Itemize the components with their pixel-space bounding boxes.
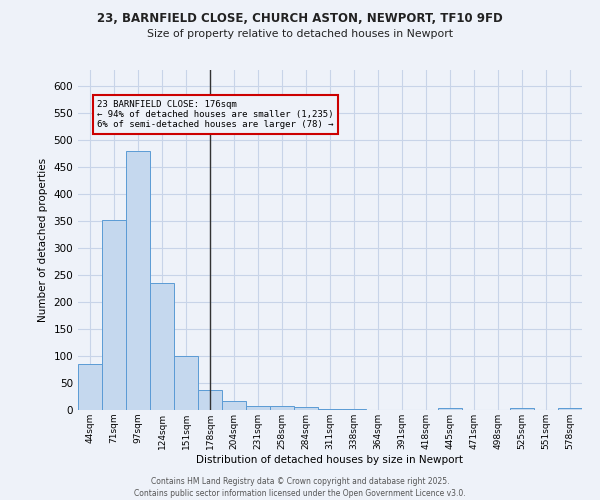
X-axis label: Distribution of detached houses by size in Newport: Distribution of detached houses by size … <box>197 454 464 464</box>
Bar <box>246 406 270 410</box>
Bar <box>150 282 174 410</box>
Bar <box>558 408 582 410</box>
Text: Size of property relative to detached houses in Newport: Size of property relative to detached ho… <box>147 29 453 39</box>
Text: 23 BARNFIELD CLOSE: 176sqm
← 94% of detached houses are smaller (1,235)
6% of se: 23 BARNFIELD CLOSE: 176sqm ← 94% of deta… <box>97 100 334 130</box>
Bar <box>294 407 318 410</box>
Bar <box>318 409 342 410</box>
Bar <box>198 390 222 410</box>
Text: Contains HM Land Registry data © Crown copyright and database right 2025.
Contai: Contains HM Land Registry data © Crown c… <box>134 476 466 498</box>
Text: 23, BARNFIELD CLOSE, CHURCH ASTON, NEWPORT, TF10 9FD: 23, BARNFIELD CLOSE, CHURCH ASTON, NEWPO… <box>97 12 503 26</box>
Bar <box>510 408 534 410</box>
Bar <box>78 364 102 410</box>
Bar <box>438 408 462 410</box>
Bar <box>102 220 126 410</box>
Bar <box>174 356 198 410</box>
Bar <box>270 406 294 410</box>
Bar <box>126 151 150 410</box>
Bar <box>222 402 246 410</box>
Y-axis label: Number of detached properties: Number of detached properties <box>38 158 48 322</box>
